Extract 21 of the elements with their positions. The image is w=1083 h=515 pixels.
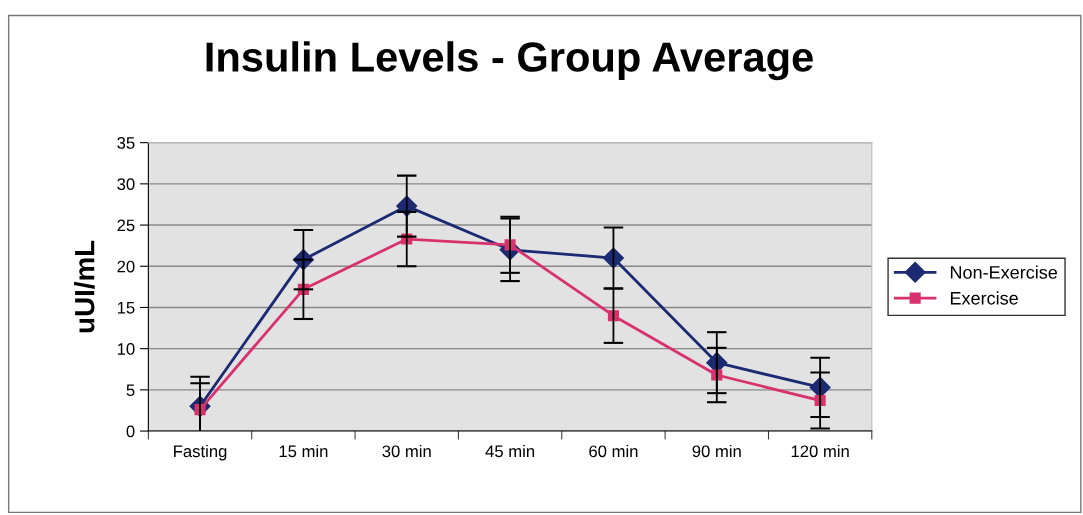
point <box>602 247 624 269</box>
legend-label: Non-Exercise <box>950 265 1058 279</box>
y-tick-label: 20 <box>117 260 135 273</box>
y-tick-label: 25 <box>117 219 135 232</box>
x-tick-label: 15 min <box>279 444 328 458</box>
x-tick-label: Fasting <box>174 444 227 461</box>
y-axis-title: uUI/mL <box>74 240 95 333</box>
y-tick-label: 35 <box>117 137 135 149</box>
y-tick-label: 30 <box>117 178 135 191</box>
x-tick-label: 45 min <box>485 444 535 458</box>
point <box>607 310 619 322</box>
x-tick-label: 30 min <box>382 444 431 458</box>
chart-title: Insulin Levels - Group Average <box>206 41 813 81</box>
x-tick-label: 90 min <box>692 444 741 458</box>
x-tick-label: 60 min <box>589 444 638 458</box>
legend-label: Exercise <box>950 291 1018 305</box>
x-tick-label: 120 min <box>791 444 849 458</box>
y-tick-label: 10 <box>117 343 135 355</box>
y-tick-label: 5 <box>126 384 135 397</box>
y-tick-label: 0 <box>126 425 135 438</box>
y-tick-label: 15 <box>117 302 135 314</box>
